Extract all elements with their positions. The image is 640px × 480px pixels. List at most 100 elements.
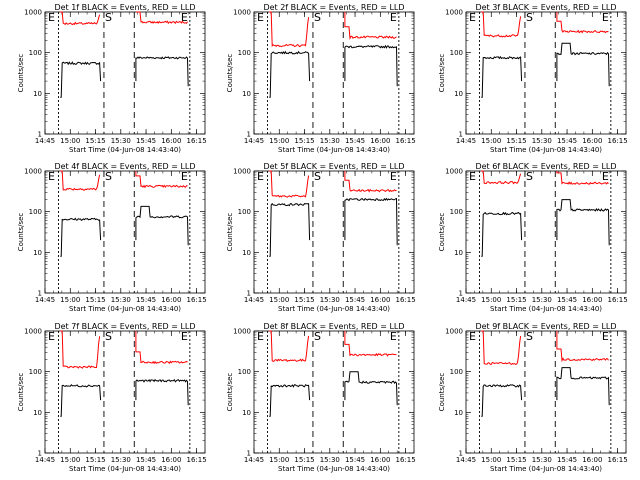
plot-frame bbox=[253, 170, 415, 294]
marker-letter: E bbox=[48, 11, 55, 24]
y-tick-label: 1 bbox=[459, 450, 463, 458]
marker-letter: E bbox=[257, 330, 264, 343]
y-axis-label: Counts/sec bbox=[438, 373, 446, 412]
marker-letter: S bbox=[105, 170, 112, 183]
panel-1: Det 1f BLACK = Events, RED = LLD 1 10 100 10… bbox=[17, 3, 207, 154]
y-tick-label: 1 bbox=[459, 290, 463, 298]
x-tick-label: 15:00 bbox=[481, 456, 501, 464]
y-tick-label: 1000 bbox=[445, 328, 463, 336]
y-tick-label: 1000 bbox=[233, 328, 251, 336]
x-axis-label: Start Time (04-Jun-08 14:43:40) bbox=[69, 146, 181, 154]
marker-letter: S bbox=[314, 330, 321, 343]
chart-title: Det 9f BLACK = Events, RED = LLD bbox=[475, 322, 616, 331]
x-tick-label: 15:45 bbox=[557, 137, 577, 145]
y-axis-label: Counts/sec bbox=[226, 54, 234, 93]
x-tick-label: 16:15 bbox=[186, 456, 206, 464]
x-tick-label: 15:30 bbox=[320, 137, 340, 145]
x-tick-label: 16:00 bbox=[161, 296, 181, 304]
y-tick-label: 100 bbox=[450, 368, 463, 376]
x-tick-label: 15:45 bbox=[557, 296, 577, 304]
x-axis-label: Start Time (04-Jun-08 14:43:40) bbox=[278, 305, 390, 313]
y-tick-label: 1 bbox=[247, 131, 251, 139]
x-tick-label: 16:15 bbox=[395, 137, 415, 145]
chart-title: Det 2f BLACK = Events, RED = LLD bbox=[263, 3, 404, 12]
panel-4: Det 4f BLACK = Events, RED = LLD 1 10 100 10… bbox=[17, 162, 207, 313]
y-tick-label: 10 bbox=[33, 90, 42, 98]
y-tick-label: 1 bbox=[247, 290, 251, 298]
x-tick-label: 15:30 bbox=[532, 137, 552, 145]
plot-frame bbox=[465, 170, 627, 294]
x-axis-label: Start Time (04-Jun-08 14:43:40) bbox=[278, 146, 390, 154]
marker-letter: E bbox=[48, 170, 55, 183]
x-tick-label: 15:00 bbox=[60, 137, 80, 145]
x-tick-label: 16:00 bbox=[582, 456, 602, 464]
y-tick-label: 10 bbox=[33, 249, 42, 257]
x-axis-label: Start Time (04-Jun-08 14:43:40) bbox=[69, 465, 181, 473]
x-tick-label: 15:45 bbox=[136, 296, 156, 304]
events-series-line bbox=[269, 44, 398, 98]
y-tick-label: 10 bbox=[454, 249, 463, 257]
chart-title: Det 6f BLACK = Events, RED = LLD bbox=[475, 162, 616, 171]
panel-5: Det 5f BLACK = Events, RED = LLD 1 10 100 10… bbox=[226, 162, 416, 313]
marker-letter: S bbox=[105, 330, 112, 343]
y-tick-label: 1 bbox=[38, 131, 42, 139]
marker-letter: E bbox=[469, 330, 476, 343]
x-tick-label: 15:30 bbox=[532, 296, 552, 304]
lld-series-line bbox=[60, 11, 188, 26]
x-tick-label: 15:15 bbox=[506, 137, 526, 145]
x-tick-label: 15:15 bbox=[85, 296, 105, 304]
marker-letter: E bbox=[602, 170, 609, 183]
marker-letter: E bbox=[181, 170, 188, 183]
lld-series-line bbox=[60, 170, 188, 191]
y-tick-label: 1 bbox=[38, 450, 42, 458]
plot-frame bbox=[44, 170, 206, 294]
events-series-line bbox=[60, 205, 189, 257]
marker-letter: S bbox=[526, 170, 533, 183]
x-tick-label: 16:00 bbox=[370, 137, 390, 145]
x-tick-label: 16:15 bbox=[607, 137, 627, 145]
chart-title: Det 8f BLACK = Events, RED = LLD bbox=[263, 322, 404, 331]
x-tick-label: 15:45 bbox=[136, 137, 156, 145]
y-axis-label: Counts/sec bbox=[226, 213, 234, 252]
x-axis-label: Start Time (04-Jun-08 14:43:40) bbox=[490, 146, 602, 154]
x-tick-label: 16:15 bbox=[395, 296, 415, 304]
y-tick-label: 100 bbox=[238, 49, 251, 57]
y-axis-label: Counts/sec bbox=[17, 213, 25, 252]
panel-8: Det 8f BLACK = Events, RED = LLD 1 10 100 10… bbox=[226, 322, 416, 473]
marker-letter: E bbox=[602, 11, 609, 24]
events-series-line bbox=[481, 42, 610, 98]
lld-series-line bbox=[481, 11, 609, 38]
events-series-line bbox=[60, 56, 189, 98]
y-axis-label: Counts/sec bbox=[17, 54, 25, 93]
x-tick-label: 14:45 bbox=[35, 296, 55, 304]
events-series-line bbox=[60, 378, 189, 417]
x-axis-label: Start Time (04-Jun-08 14:43:40) bbox=[69, 305, 181, 313]
x-tick-label: 15:15 bbox=[294, 137, 314, 145]
x-tick-label: 15:00 bbox=[269, 456, 289, 464]
x-tick-label: 15:15 bbox=[506, 296, 526, 304]
y-tick-label: 1000 bbox=[24, 328, 42, 336]
y-tick-label: 1000 bbox=[24, 9, 42, 17]
lld-series-line bbox=[481, 170, 609, 185]
y-tick-label: 100 bbox=[450, 49, 463, 57]
chart-title: Det 5f BLACK = Events, RED = LLD bbox=[263, 162, 404, 171]
marker-letter: E bbox=[48, 330, 55, 343]
x-tick-label: 14:45 bbox=[35, 456, 55, 464]
y-tick-label: 10 bbox=[242, 249, 251, 257]
y-tick-label: 10 bbox=[242, 90, 251, 98]
plot-frame bbox=[465, 11, 627, 135]
marker-letter: E bbox=[390, 11, 397, 24]
y-tick-label: 10 bbox=[454, 409, 463, 417]
x-tick-label: 15:00 bbox=[269, 137, 289, 145]
marker-letter: E bbox=[257, 170, 264, 183]
y-tick-label: 10 bbox=[33, 409, 42, 417]
y-tick-label: 10 bbox=[242, 409, 251, 417]
plot-frame bbox=[465, 330, 627, 454]
plot-frame bbox=[253, 11, 415, 135]
plot-frame bbox=[253, 330, 415, 454]
x-tick-label: 16:00 bbox=[161, 456, 181, 464]
x-tick-label: 15:15 bbox=[294, 456, 314, 464]
x-tick-label: 15:00 bbox=[269, 296, 289, 304]
x-tick-label: 14:45 bbox=[456, 296, 476, 304]
